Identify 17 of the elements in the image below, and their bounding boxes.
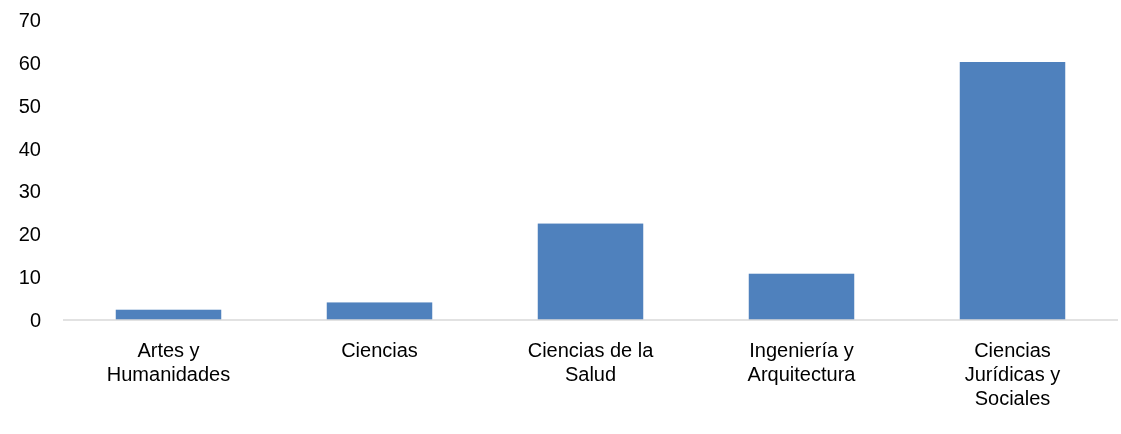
y-tick-label: 30 — [18, 180, 41, 203]
y-tick-label: 50 — [18, 94, 41, 117]
y-tick-label: 10 — [18, 266, 41, 289]
x-tick-label: Ingeniería y Arquitectura — [747, 339, 857, 385]
y-tick-label: 60 — [18, 51, 41, 74]
y-tick-label: 20 — [18, 223, 41, 246]
y-tick-label: 70 — [18, 9, 41, 31]
x-tick-label: Ciencias — [341, 339, 418, 361]
x-tick-label: Ciencias de la Salud — [527, 339, 655, 385]
bar — [537, 223, 644, 320]
x-tick-label: Ciencias Jurídicas y Sociales — [964, 339, 1061, 409]
x-tick-label: Artes y Humanidades — [106, 339, 231, 385]
bar — [748, 273, 855, 320]
y-tick-label: 0 — [29, 309, 41, 331]
y-tick-label: 40 — [18, 137, 41, 160]
bar — [326, 302, 433, 320]
bar — [959, 62, 1066, 320]
